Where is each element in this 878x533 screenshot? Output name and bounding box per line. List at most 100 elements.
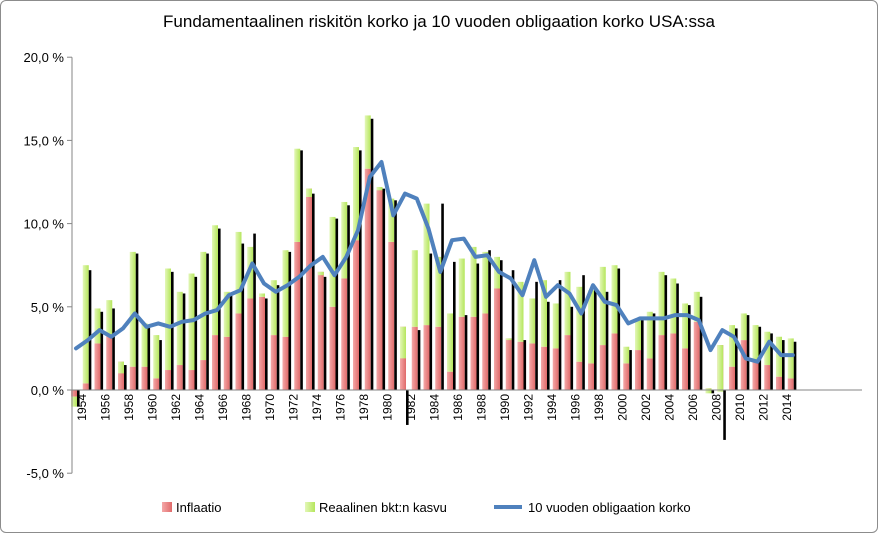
- bar-inflaatio: [670, 333, 677, 390]
- x-tick-label: 1958: [122, 394, 136, 421]
- x-tick-label: 1988: [475, 394, 489, 421]
- bar-group: [71, 115, 797, 440]
- x-tick-label: 1954: [75, 394, 89, 421]
- bar-inflaatio: [576, 361, 583, 390]
- bar-reaalinen-kasvu: [564, 271, 571, 336]
- bar-yhteensa: [793, 341, 797, 390]
- bar-inflaatio: [740, 340, 747, 390]
- bar-reaalinen-kasvu: [270, 280, 277, 336]
- bar-inflaatio: [682, 348, 688, 390]
- bar-reaalinen-kasvu: [658, 271, 665, 336]
- bar-yhteensa: [370, 118, 374, 390]
- bar-yhteensa: [147, 326, 151, 390]
- bar-reaalinen-kasvu: [306, 188, 312, 197]
- bar-reaalinen-kasvu: [494, 256, 500, 289]
- bar-yhteensa: [699, 296, 703, 390]
- x-tick-label: 2000: [616, 394, 630, 421]
- y-axis: -5,0 % 0,0 % 5,0 % 10,0 % 15,0 % 20,0 %: [24, 50, 73, 481]
- bar-reaalinen-kasvu: [541, 280, 547, 347]
- bar-reaalinen-kasvu: [423, 203, 430, 326]
- bar-reaalinen-kasvu: [376, 186, 383, 191]
- bar-yhteensa: [429, 253, 433, 390]
- bar-yhteensa: [770, 333, 773, 390]
- bar-reaalinen-kasvu: [458, 258, 465, 317]
- bar-inflaatio: [188, 370, 195, 390]
- bar-reaalinen-kasvu: [435, 256, 442, 327]
- bar-inflaatio: [82, 383, 89, 390]
- bar-yhteensa: [511, 270, 515, 390]
- bar-inflaatio: [153, 378, 160, 390]
- bar-inflaatio: [564, 335, 571, 390]
- bar-yhteensa: [476, 263, 480, 390]
- legend-label-obligaatio: 10 vuoden obligaation korko: [528, 500, 691, 515]
- bar-reaalinen-kasvu: [623, 346, 630, 364]
- bar-inflaatio: [282, 336, 289, 390]
- bar-yhteensa: [782, 340, 785, 390]
- bar-yhteensa: [335, 218, 339, 390]
- bar-reaalinen-kasvu: [682, 303, 688, 349]
- bar-inflaatio: [423, 325, 430, 390]
- y-tick-label: 5,0 %: [31, 300, 65, 315]
- x-tick-label: 1998: [592, 394, 606, 421]
- x-tick-label: 1996: [569, 394, 583, 421]
- y-tick-label: 10,0 %: [24, 217, 65, 232]
- bar-inflaatio: [118, 361, 124, 390]
- bar-inflaatio: [776, 376, 782, 390]
- y-tick-label: 20,0 %: [24, 50, 65, 65]
- x-tick-label: 1960: [146, 394, 160, 421]
- bar-reaalinen-kasvu: [470, 246, 477, 317]
- bar-inflaatio: [623, 363, 630, 390]
- bar-reaalinen-kasvu: [787, 338, 794, 379]
- bar-yhteensa: [241, 243, 245, 390]
- x-tick-label: 1972: [287, 394, 301, 421]
- bar-yhteensa: [206, 253, 209, 390]
- bar-reaalinen-kasvu: [576, 286, 583, 362]
- bar-yhteensa: [617, 268, 621, 390]
- bar-reaalinen-kasvu: [400, 326, 406, 359]
- bar-reaalinen-kasvu: [353, 147, 359, 241]
- bar-inflaatio: [141, 366, 148, 390]
- bar-yhteensa: [229, 293, 233, 390]
- bar-inflaatio: [306, 188, 312, 390]
- bar-inflaatio: [588, 363, 594, 390]
- bar-yhteensa: [652, 313, 656, 390]
- bar-inflaatio: [317, 271, 324, 390]
- bar-reaalinen-kasvu: [165, 268, 171, 371]
- x-tick-label: 1980: [381, 394, 395, 421]
- bar-inflaatio: [552, 348, 559, 390]
- bar-yhteensa: [488, 250, 491, 390]
- bar-reaalinen-kasvu: [176, 291, 183, 366]
- x-tick-label: 1964: [193, 394, 207, 421]
- bar-inflaatio: [494, 288, 500, 390]
- bar-reaalinen-kasvu: [153, 335, 160, 379]
- x-tick-label: 2004: [663, 394, 677, 421]
- bar-inflaatio: [176, 365, 183, 390]
- x-tick-label: 1974: [310, 394, 324, 421]
- x-tick-label: 1976: [334, 394, 348, 421]
- bar-reaalinen-kasvu: [82, 265, 89, 384]
- bar-inflaatio: [646, 358, 653, 390]
- bar-yhteensa: [464, 315, 468, 390]
- bar-inflaatio: [693, 321, 700, 390]
- x-tick-label: 2006: [686, 394, 700, 421]
- bar-yhteensa: [535, 281, 538, 390]
- bar-inflaatio: [529, 343, 536, 390]
- x-tick-label: 2002: [639, 394, 653, 421]
- bar-yhteensa: [182, 293, 186, 390]
- bar-yhteensa: [276, 285, 280, 390]
- bar-inflaatio: [106, 335, 113, 390]
- bar-inflaatio: [165, 370, 171, 390]
- bar-inflaatio: [129, 366, 136, 390]
- bar-reaalinen-kasvu: [212, 225, 218, 336]
- bar-yhteensa: [676, 283, 679, 390]
- bar-yhteensa: [265, 298, 268, 390]
- bar-reaalinen-kasvu: [482, 251, 489, 314]
- bar-inflaatio: [329, 306, 336, 390]
- y-tick-label: -5,0 %: [26, 466, 64, 481]
- bar-reaalinen-kasvu: [235, 231, 242, 314]
- bar-inflaatio: [435, 326, 442, 390]
- x-tick-label: 1978: [357, 394, 371, 421]
- x-tick-label: 1984: [428, 394, 442, 421]
- bar-yhteensa: [441, 203, 444, 390]
